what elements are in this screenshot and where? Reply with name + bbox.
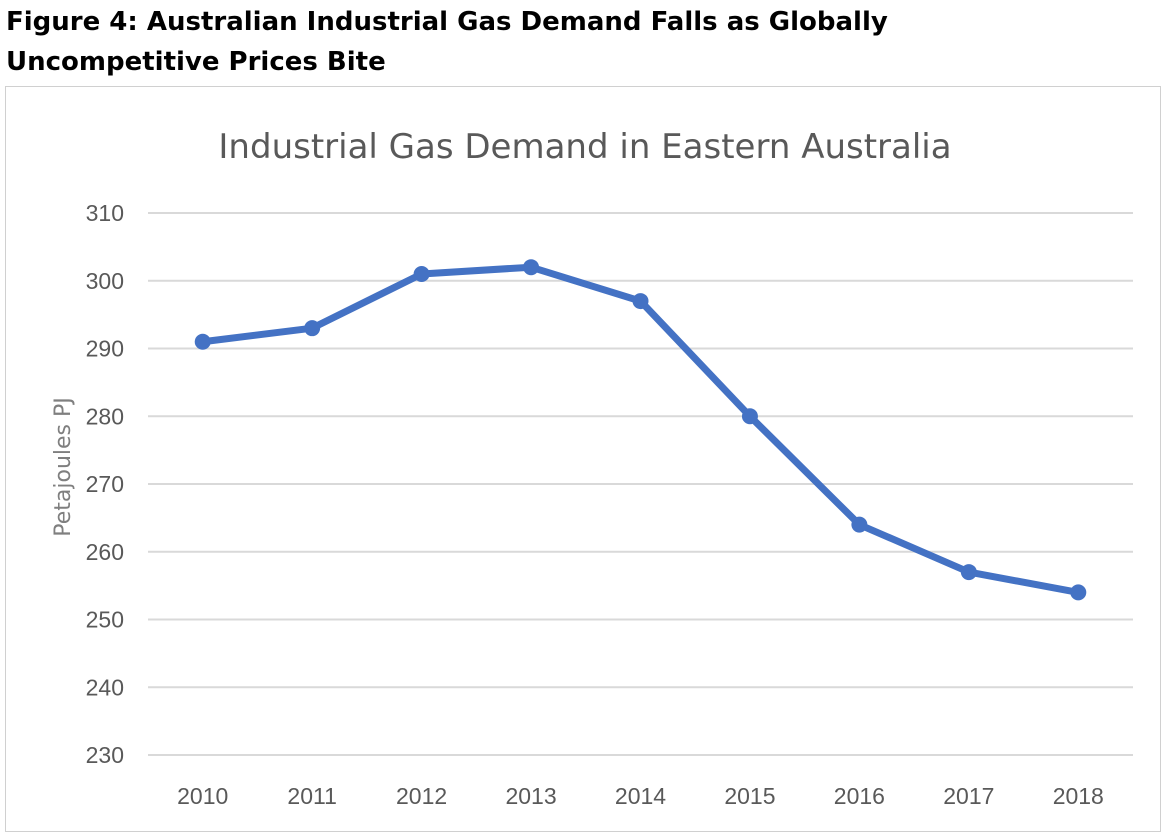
data-point-2013 <box>523 259 540 276</box>
x-tick-label-2012: 2012 <box>396 783 447 809</box>
y-tick-label-300: 300 <box>86 268 124 294</box>
x-tick-label-2013: 2013 <box>505 783 556 809</box>
data-point-2011 <box>304 320 321 337</box>
data-point-2017 <box>960 564 977 581</box>
y-tick-label-290: 290 <box>86 336 124 362</box>
gridlines <box>148 212 1133 756</box>
chart-title: Industrial Gas Demand in Eastern Austral… <box>218 127 951 167</box>
x-tick-label-2011: 2011 <box>287 783 336 809</box>
x-tick-label-2015: 2015 <box>724 783 775 809</box>
y-tick-label-230: 230 <box>86 742 124 768</box>
y-tick-label-270: 270 <box>86 471 124 497</box>
data-point-2010 <box>194 333 211 350</box>
x-tick-label-2014: 2014 <box>615 783 666 809</box>
y-tick-label-250: 250 <box>86 607 124 633</box>
figure-title: Figure 4: Australian Industrial Gas Dema… <box>6 2 1156 82</box>
data-point-2015 <box>741 408 758 425</box>
y-axis-ticks: 230 240 250 260 270 280 290 300 310 <box>86 200 124 768</box>
y-tick-label-310: 310 <box>86 200 124 226</box>
data-point-2012 <box>413 265 430 282</box>
series-line-0 <box>199 263 1082 596</box>
x-tick-label-2010: 2010 <box>177 783 228 809</box>
series-group <box>194 259 1087 601</box>
data-point-2016 <box>851 516 868 533</box>
figure-title-line-2: Uncompetitive Prices Bite <box>6 47 386 77</box>
figure-title-line-1: Figure 4: Australian Industrial Gas Dema… <box>6 7 888 37</box>
y-axis-label: Petajoules PJ <box>51 397 76 537</box>
x-tick-label-2017: 2017 <box>943 783 994 809</box>
y-tick-label-260: 260 <box>86 539 124 565</box>
y-tick-label-240: 240 <box>86 674 124 700</box>
data-point-2014 <box>632 293 649 310</box>
y-tick-label-280: 280 <box>86 403 124 429</box>
chart-frame <box>5 86 1161 832</box>
x-tick-label-2018: 2018 <box>1053 783 1104 809</box>
x-axis-ticks: 2010 2011 2012 2013 2014 2015 2016 2017 2018 <box>177 783 1104 809</box>
data-point-2018 <box>1070 584 1087 601</box>
x-tick-label-2016: 2016 <box>834 783 885 809</box>
